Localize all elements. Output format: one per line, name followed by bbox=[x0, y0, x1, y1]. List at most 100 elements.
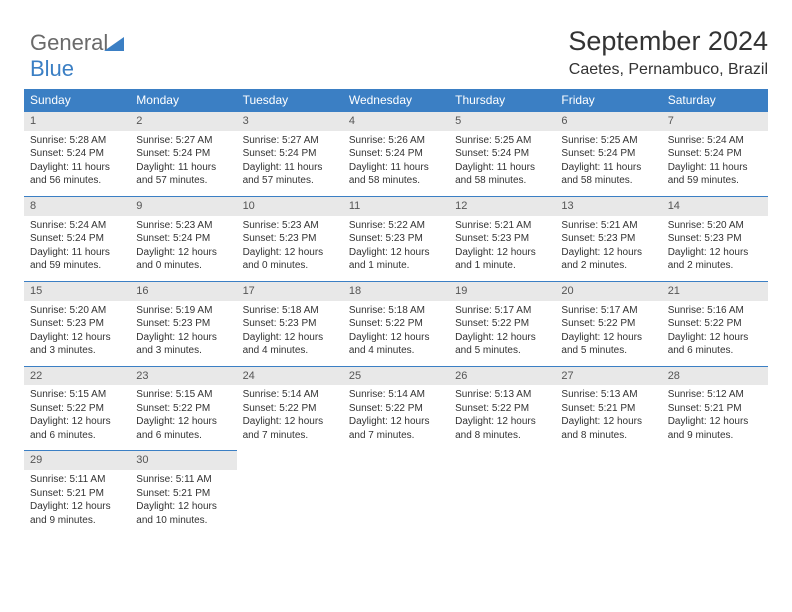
day-body: Sunrise: 5:11 AMSunset: 5:21 PMDaylight:… bbox=[130, 470, 236, 535]
day-header: Friday bbox=[555, 89, 661, 111]
day-header: Monday bbox=[130, 89, 236, 111]
day-number: 25 bbox=[343, 366, 449, 386]
day-body: Sunrise: 5:20 AMSunset: 5:23 PMDaylight:… bbox=[24, 301, 130, 366]
page-location: Caetes, Pernambuco, Brazil bbox=[24, 61, 768, 79]
sunrise-text: Sunrise: 5:28 AM bbox=[30, 134, 124, 148]
day-body: Sunrise: 5:12 AMSunset: 5:21 PMDaylight:… bbox=[662, 385, 768, 450]
day-body: Sunrise: 5:28 AMSunset: 5:24 PMDaylight:… bbox=[24, 131, 130, 196]
day-body: Sunrise: 5:22 AMSunset: 5:23 PMDaylight:… bbox=[343, 216, 449, 281]
calendar-cell: 18Sunrise: 5:18 AMSunset: 5:22 PMDayligh… bbox=[343, 281, 449, 366]
sunrise-text: Sunrise: 5:17 AM bbox=[561, 304, 655, 318]
daylight-text: Daylight: 12 hours and 3 minutes. bbox=[30, 331, 124, 358]
sunrise-text: Sunrise: 5:23 AM bbox=[243, 219, 337, 233]
daylight-text: Daylight: 12 hours and 6 minutes. bbox=[668, 331, 762, 358]
sunrise-text: Sunrise: 5:26 AM bbox=[349, 134, 443, 148]
day-body: Sunrise: 5:16 AMSunset: 5:22 PMDaylight:… bbox=[662, 301, 768, 366]
day-header: Sunday bbox=[24, 89, 130, 111]
page-header: September 2024 Caetes, Pernambuco, Brazi… bbox=[24, 20, 768, 79]
sunset-text: Sunset: 5:24 PM bbox=[668, 147, 762, 161]
sunrise-text: Sunrise: 5:20 AM bbox=[668, 219, 762, 233]
calendar-cell: 26Sunrise: 5:13 AMSunset: 5:22 PMDayligh… bbox=[449, 366, 555, 451]
sunset-text: Sunset: 5:21 PM bbox=[30, 487, 124, 501]
sunset-text: Sunset: 5:21 PM bbox=[561, 402, 655, 416]
day-number: 27 bbox=[555, 366, 661, 386]
day-number: 6 bbox=[555, 111, 661, 131]
day-body: Sunrise: 5:18 AMSunset: 5:23 PMDaylight:… bbox=[237, 301, 343, 366]
daylight-text: Daylight: 12 hours and 4 minutes. bbox=[349, 331, 443, 358]
sunrise-text: Sunrise: 5:21 AM bbox=[561, 219, 655, 233]
day-number: 8 bbox=[24, 196, 130, 216]
daylight-text: Daylight: 12 hours and 7 minutes. bbox=[349, 415, 443, 442]
calendar-row: 8Sunrise: 5:24 AMSunset: 5:24 PMDaylight… bbox=[24, 196, 768, 281]
daylight-text: Daylight: 12 hours and 2 minutes. bbox=[561, 246, 655, 273]
day-body: Sunrise: 5:25 AMSunset: 5:24 PMDaylight:… bbox=[555, 131, 661, 196]
day-body: Sunrise: 5:15 AMSunset: 5:22 PMDaylight:… bbox=[24, 385, 130, 450]
sunset-text: Sunset: 5:21 PM bbox=[136, 487, 230, 501]
sunset-text: Sunset: 5:21 PM bbox=[668, 402, 762, 416]
day-number: 11 bbox=[343, 196, 449, 216]
sunset-text: Sunset: 5:22 PM bbox=[455, 402, 549, 416]
calendar-cell: 28Sunrise: 5:12 AMSunset: 5:21 PMDayligh… bbox=[662, 366, 768, 451]
day-header: Thursday bbox=[449, 89, 555, 111]
day-number: 2 bbox=[130, 111, 236, 131]
day-body: Sunrise: 5:27 AMSunset: 5:24 PMDaylight:… bbox=[237, 131, 343, 196]
sunrise-text: Sunrise: 5:15 AM bbox=[30, 388, 124, 402]
sunset-text: Sunset: 5:22 PM bbox=[349, 317, 443, 331]
day-number: 4 bbox=[343, 111, 449, 131]
sunset-text: Sunset: 5:23 PM bbox=[30, 317, 124, 331]
daylight-text: Daylight: 12 hours and 4 minutes. bbox=[243, 331, 337, 358]
day-number: 22 bbox=[24, 366, 130, 386]
daylight-text: Daylight: 11 hours and 58 minutes. bbox=[455, 161, 549, 188]
sunset-text: Sunset: 5:24 PM bbox=[455, 147, 549, 161]
day-number: 14 bbox=[662, 196, 768, 216]
sunset-text: Sunset: 5:23 PM bbox=[243, 317, 337, 331]
day-number: 26 bbox=[449, 366, 555, 386]
day-body: Sunrise: 5:21 AMSunset: 5:23 PMDaylight:… bbox=[449, 216, 555, 281]
day-number: 28 bbox=[662, 366, 768, 386]
sunrise-text: Sunrise: 5:16 AM bbox=[668, 304, 762, 318]
sunset-text: Sunset: 5:24 PM bbox=[243, 147, 337, 161]
sunrise-text: Sunrise: 5:14 AM bbox=[349, 388, 443, 402]
daylight-text: Daylight: 12 hours and 6 minutes. bbox=[136, 415, 230, 442]
day-body: Sunrise: 5:23 AMSunset: 5:24 PMDaylight:… bbox=[130, 216, 236, 281]
daylight-text: Daylight: 12 hours and 6 minutes. bbox=[30, 415, 124, 442]
day-number: 13 bbox=[555, 196, 661, 216]
calendar-cell: 14Sunrise: 5:20 AMSunset: 5:23 PMDayligh… bbox=[662, 196, 768, 281]
day-body: Sunrise: 5:19 AMSunset: 5:23 PMDaylight:… bbox=[130, 301, 236, 366]
calendar-cell: 27Sunrise: 5:13 AMSunset: 5:21 PMDayligh… bbox=[555, 366, 661, 451]
daylight-text: Daylight: 12 hours and 0 minutes. bbox=[136, 246, 230, 273]
day-body: Sunrise: 5:21 AMSunset: 5:23 PMDaylight:… bbox=[555, 216, 661, 281]
day-number: 23 bbox=[130, 366, 236, 386]
day-body: Sunrise: 5:17 AMSunset: 5:22 PMDaylight:… bbox=[449, 301, 555, 366]
daylight-text: Daylight: 11 hours and 58 minutes. bbox=[561, 161, 655, 188]
calendar-cell: 23Sunrise: 5:15 AMSunset: 5:22 PMDayligh… bbox=[130, 366, 236, 451]
sunrise-text: Sunrise: 5:25 AM bbox=[561, 134, 655, 148]
sunset-text: Sunset: 5:24 PM bbox=[30, 147, 124, 161]
calendar-cell: 9Sunrise: 5:23 AMSunset: 5:24 PMDaylight… bbox=[130, 196, 236, 281]
calendar-table: Sunday Monday Tuesday Wednesday Thursday… bbox=[24, 89, 768, 535]
logo: General Blue bbox=[30, 30, 124, 82]
sunset-text: Sunset: 5:22 PM bbox=[30, 402, 124, 416]
sunset-text: Sunset: 5:24 PM bbox=[349, 147, 443, 161]
daylight-text: Daylight: 12 hours and 1 minute. bbox=[455, 246, 549, 273]
sunrise-text: Sunrise: 5:11 AM bbox=[30, 473, 124, 487]
day-body: Sunrise: 5:23 AMSunset: 5:23 PMDaylight:… bbox=[237, 216, 343, 281]
daylight-text: Daylight: 12 hours and 8 minutes. bbox=[455, 415, 549, 442]
calendar-cell: 4Sunrise: 5:26 AMSunset: 5:24 PMDaylight… bbox=[343, 111, 449, 196]
daylight-text: Daylight: 11 hours and 59 minutes. bbox=[30, 246, 124, 273]
daylight-text: Daylight: 11 hours and 57 minutes. bbox=[136, 161, 230, 188]
day-number: 20 bbox=[555, 281, 661, 301]
daylight-text: Daylight: 12 hours and 2 minutes. bbox=[668, 246, 762, 273]
day-header-row: Sunday Monday Tuesday Wednesday Thursday… bbox=[24, 89, 768, 111]
calendar-row: 1Sunrise: 5:28 AMSunset: 5:24 PMDaylight… bbox=[24, 111, 768, 196]
sunrise-text: Sunrise: 5:21 AM bbox=[455, 219, 549, 233]
calendar-cell: 21Sunrise: 5:16 AMSunset: 5:22 PMDayligh… bbox=[662, 281, 768, 366]
calendar-cell: 29Sunrise: 5:11 AMSunset: 5:21 PMDayligh… bbox=[24, 450, 130, 535]
sunrise-text: Sunrise: 5:24 AM bbox=[668, 134, 762, 148]
daylight-text: Daylight: 12 hours and 0 minutes. bbox=[243, 246, 337, 273]
sunrise-text: Sunrise: 5:24 AM bbox=[30, 219, 124, 233]
sunrise-text: Sunrise: 5:25 AM bbox=[455, 134, 549, 148]
calendar-cell: 17Sunrise: 5:18 AMSunset: 5:23 PMDayligh… bbox=[237, 281, 343, 366]
day-body: Sunrise: 5:11 AMSunset: 5:21 PMDaylight:… bbox=[24, 470, 130, 535]
day-body: Sunrise: 5:27 AMSunset: 5:24 PMDaylight:… bbox=[130, 131, 236, 196]
